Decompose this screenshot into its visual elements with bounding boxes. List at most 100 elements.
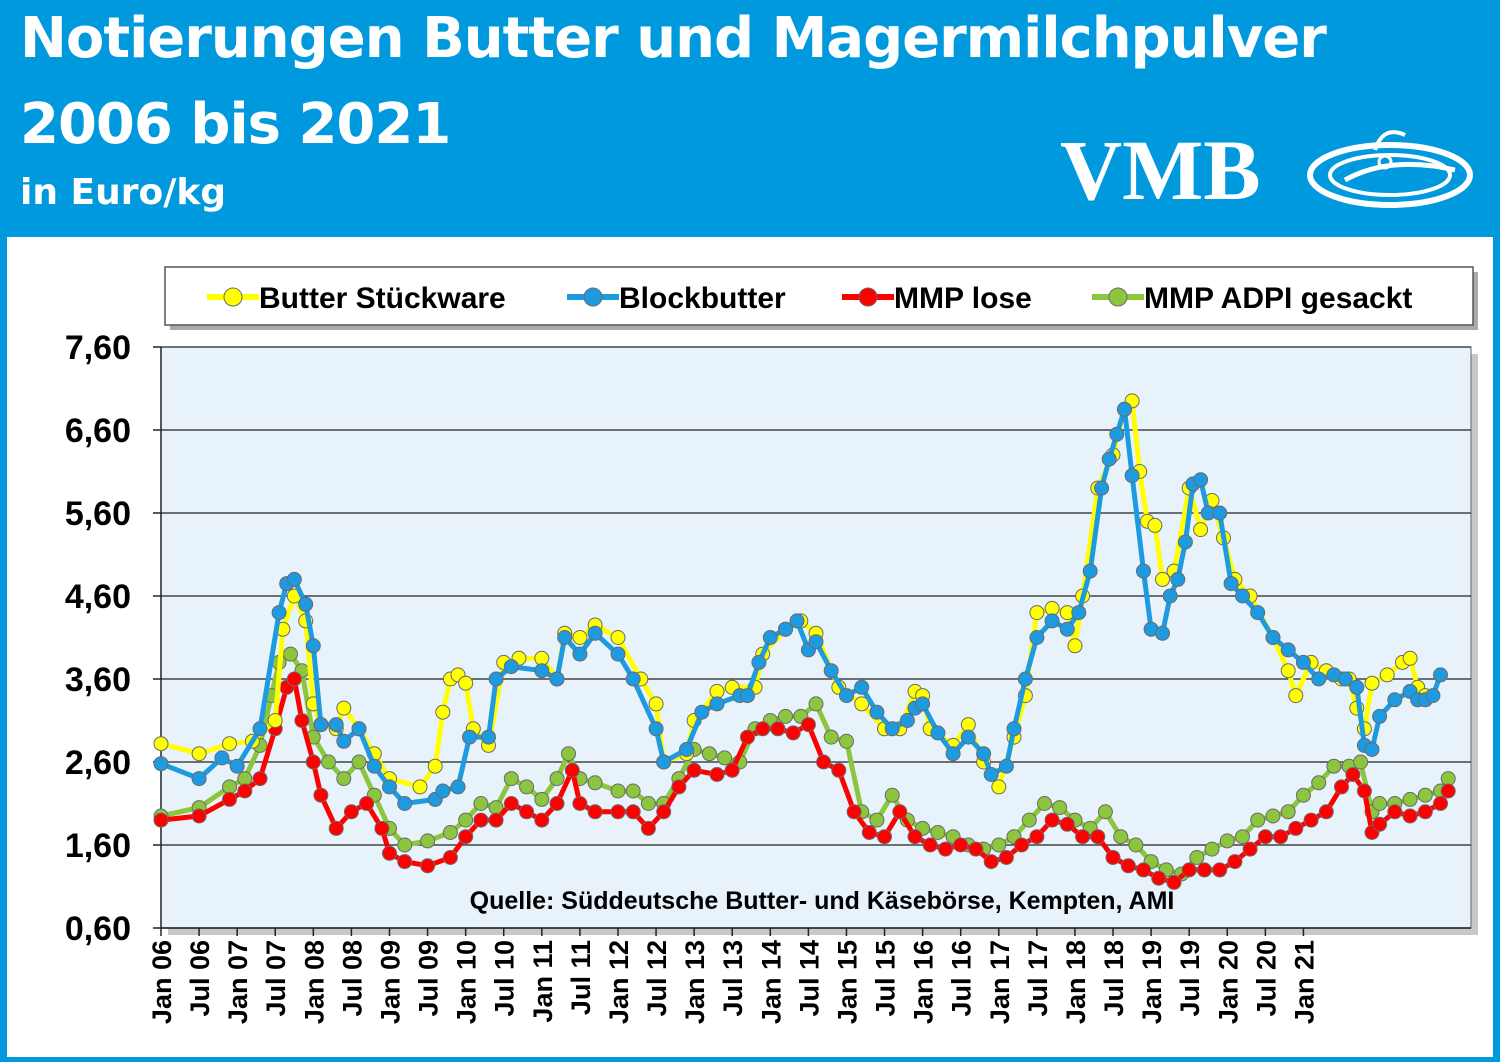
data-point — [1265, 808, 1281, 824]
data-point — [271, 605, 287, 621]
data-point — [648, 721, 664, 737]
data-point — [1196, 862, 1212, 878]
data-point — [313, 717, 329, 733]
data-point — [778, 708, 793, 724]
data-point — [222, 736, 237, 752]
y-tick-label: 3,60 — [65, 661, 131, 699]
x-tick-label: Jul 06 — [185, 940, 215, 1017]
logo-text: VMB — [1060, 122, 1261, 218]
data-point — [587, 804, 603, 820]
data-point — [252, 721, 268, 737]
data-point — [435, 704, 451, 720]
data-point — [534, 812, 550, 828]
data-point — [1379, 667, 1395, 683]
data-point — [625, 804, 641, 820]
x-tick-label: Jan 09 — [375, 940, 405, 1024]
legend-item: MMP lose — [842, 282, 1032, 315]
legend-swatch-marker — [583, 287, 603, 307]
data-point — [998, 758, 1014, 774]
data-point — [1433, 667, 1448, 683]
data-point — [1265, 630, 1281, 645]
x-tick-label: Jul 16 — [947, 940, 977, 1017]
x-tick-label: Jan 20 — [1213, 940, 1243, 1024]
data-point — [1029, 829, 1045, 845]
data-point — [724, 762, 740, 778]
data-point — [610, 804, 626, 820]
data-point — [328, 820, 344, 836]
data-point — [420, 858, 436, 874]
data-point — [640, 796, 656, 811]
data-point — [572, 646, 588, 662]
data-point — [397, 837, 413, 853]
data-point — [442, 850, 458, 865]
data-point — [1250, 605, 1266, 621]
data-point — [854, 696, 870, 712]
line-chart: 0,601,602,603,604,605,606,607,60 Jan 06 J… — [65, 266, 1478, 1024]
data-point — [427, 758, 443, 774]
data-point — [587, 625, 603, 641]
data-point — [1113, 829, 1129, 845]
data-point — [1433, 796, 1448, 811]
data-point — [915, 696, 931, 712]
data-point — [519, 779, 535, 795]
data-point — [298, 596, 314, 612]
data-point — [328, 717, 344, 733]
data-point — [1219, 833, 1235, 849]
data-point — [1364, 675, 1380, 691]
data-point — [1212, 862, 1228, 878]
data-point — [313, 787, 329, 803]
data-point — [976, 746, 992, 762]
y-tick-label: 0,60 — [65, 910, 131, 948]
data-point — [222, 791, 237, 807]
data-point — [998, 850, 1014, 865]
data-point — [1212, 505, 1228, 521]
data-point — [789, 613, 805, 629]
data-point — [839, 688, 854, 704]
data-point — [1193, 472, 1209, 488]
legend-item: Blockbutter — [567, 282, 786, 315]
data-point — [983, 854, 999, 870]
data-point — [1288, 820, 1304, 836]
series-mmp-lose — [153, 671, 1456, 890]
data-point — [222, 779, 237, 795]
data-point — [488, 671, 504, 687]
data-point — [1372, 708, 1388, 724]
data-point — [458, 812, 474, 828]
data-point — [755, 721, 771, 737]
x-tick-label: Jul 18 — [1099, 940, 1129, 1017]
data-point — [283, 646, 298, 662]
data-point — [610, 630, 626, 645]
data-point — [1037, 796, 1052, 811]
x-tick-label: Jul 08 — [337, 940, 367, 1017]
legend-label: MMP ADPI gesackt — [1144, 282, 1412, 315]
data-point — [237, 783, 253, 799]
data-point — [709, 683, 725, 699]
data-point — [1090, 829, 1106, 845]
x-axis: Jan 06 Jul 06 Jan 07 Jul 07 Jan 08 Jul 08 Jan … — [147, 927, 1471, 1024]
data-point — [945, 746, 961, 762]
data-point — [1273, 829, 1289, 845]
data-point — [1094, 480, 1110, 496]
data-point — [1059, 816, 1075, 832]
data-point — [1166, 874, 1182, 890]
data-point — [1059, 621, 1075, 637]
data-point — [1147, 517, 1163, 533]
data-point — [846, 804, 862, 820]
x-tick-label: Jan 13 — [680, 940, 710, 1024]
data-point — [1387, 804, 1403, 820]
data-point — [1006, 721, 1022, 737]
data-point — [701, 746, 717, 762]
data-point — [397, 796, 413, 811]
x-tick-label: Jan 07 — [223, 940, 253, 1024]
data-point — [991, 837, 1007, 853]
data-point — [1193, 522, 1209, 538]
data-point — [740, 688, 755, 704]
data-point — [831, 762, 847, 778]
data-point — [1280, 804, 1296, 820]
data-point — [648, 696, 664, 712]
data-point — [1425, 688, 1441, 704]
data-point — [1117, 401, 1132, 417]
data-point — [473, 812, 489, 828]
data-point — [1402, 650, 1418, 666]
data-point — [1109, 426, 1125, 442]
